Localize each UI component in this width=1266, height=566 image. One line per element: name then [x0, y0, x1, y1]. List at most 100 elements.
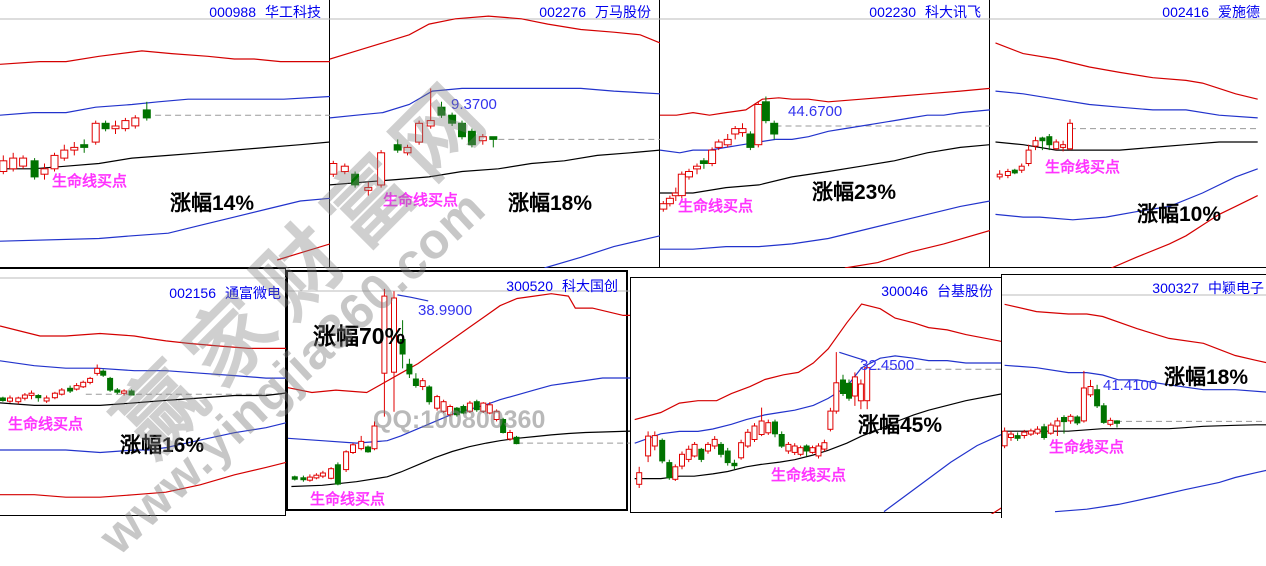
candlestick-plot: [0, 18, 330, 261]
candle-body: [330, 163, 338, 175]
band-line-bl: [995, 168, 1258, 221]
candle-body: [60, 149, 69, 159]
stock-name: 华工科技: [265, 4, 321, 20]
candle-body: [419, 380, 426, 387]
gain-label: 涨幅14%: [170, 192, 255, 215]
candle-body: [714, 141, 723, 148]
band-line-mid: [660, 144, 990, 194]
band-line-bp: [397, 294, 429, 302]
candle-body: [73, 385, 80, 390]
candle-body: [1021, 431, 1028, 437]
stock-code: 002416: [1162, 4, 1209, 20]
candle-body: [67, 387, 74, 392]
candle-body: [70, 146, 79, 151]
candle-body: [343, 451, 350, 471]
candle-body: [291, 476, 298, 480]
candle-body: [1046, 136, 1053, 146]
candle-body: [738, 128, 747, 134]
candle-body: [797, 447, 804, 455]
candle-body: [142, 109, 151, 119]
candle-body: [711, 438, 718, 447]
candle-body: [1074, 416, 1081, 424]
candle-body: [111, 125, 120, 130]
stock-name: 万马股份: [595, 4, 651, 20]
candlestick-plot: [660, 18, 990, 268]
stock-chart-panel-keda-guochuang: 300520 科大国创 涨幅70% 生命线买点 38.9900: [286, 270, 630, 511]
candle-body: [493, 410, 500, 421]
candle-body: [666, 462, 673, 479]
band-line-ru: [634, 303, 1003, 421]
candle-body: [358, 440, 365, 450]
candle-body: [1025, 149, 1032, 165]
band-line-ru: [995, 42, 1258, 100]
candle-body: [840, 379, 846, 394]
candle-body: [770, 122, 779, 135]
candle-body: [350, 444, 356, 454]
stock-name: 科大国创: [562, 278, 618, 294]
band-line-ru: [288, 293, 630, 394]
band-line-bu: [0, 360, 286, 379]
candle-body: [636, 472, 643, 485]
candle-body: [791, 445, 798, 453]
stock-title: 000988 华工科技: [209, 2, 321, 22]
stock-title: 002416 爱施德: [1162, 2, 1260, 22]
candle-body: [1027, 430, 1034, 435]
candle-body: [403, 146, 412, 154]
stock-chart-panel-taiji: 300046 台基股份 涨幅45% 生命线买点 32.4500: [630, 277, 1003, 514]
candle-body: [19, 157, 28, 167]
stock-code: 300327: [1152, 280, 1199, 296]
band-line-bl: [883, 433, 1003, 513]
band-line-bl: [1054, 469, 1266, 513]
price-label: 38.9900: [418, 302, 473, 319]
candle-body: [1047, 424, 1054, 434]
stock-chart-panel-tongfu: 002156 通富微电 涨幅16% 生命线买点: [0, 268, 286, 516]
gain-label: 涨幅18%: [508, 192, 593, 215]
candle-body: [381, 295, 388, 374]
price-label: 32.4500: [860, 357, 915, 374]
candle-body: [1034, 428, 1041, 434]
candle-body: [1039, 137, 1046, 142]
lifeline-buy-point-label: 生命线买点: [52, 173, 128, 190]
candle-body: [453, 407, 460, 416]
candle-body: [821, 442, 828, 450]
candle-body: [434, 396, 441, 409]
band-line-mid: [634, 393, 1003, 480]
candle-body: [364, 187, 373, 191]
candle-body: [306, 476, 313, 481]
candle-body: [1107, 419, 1114, 425]
candle-body: [778, 434, 785, 447]
stock-chart-panel-wanma: 002276 万马股份 涨幅18% 生命线买点 9.3700: [330, 0, 660, 268]
candle-body: [693, 165, 701, 170]
candle-body: [128, 390, 135, 396]
candle-body: [651, 435, 658, 447]
stock-title: 300046 台基股份: [881, 281, 993, 301]
candle-body: [758, 420, 765, 435]
candle-body: [833, 382, 840, 412]
candle-body: [677, 173, 686, 197]
candle-body: [313, 474, 320, 479]
band-line-mid: [0, 141, 330, 170]
candle-body: [1002, 430, 1008, 447]
stock-code: 300046: [881, 283, 928, 299]
candle-body: [864, 367, 871, 402]
candle-body: [672, 466, 679, 480]
candle-body: [340, 165, 349, 173]
candle-body: [121, 120, 130, 130]
candle-body: [415, 122, 424, 143]
candle-body: [685, 171, 693, 178]
price-label: 44.6700: [788, 103, 843, 120]
lifeline-buy-point-label: 生命线买点: [1049, 439, 1125, 456]
candle-body: [486, 404, 493, 414]
candle-body: [412, 378, 419, 386]
lifeline-buy-point-label: 生命线买点: [678, 198, 754, 215]
candle-body: [107, 377, 114, 391]
candle-body: [100, 370, 107, 376]
candle-body: [50, 154, 59, 170]
candle-body: [1067, 122, 1073, 150]
candle-body: [731, 462, 738, 467]
candle-body: [426, 386, 433, 403]
stock-name: 科大讯飞: [925, 4, 981, 20]
stock-chart-panel-aishide: 002416 爱施德 涨幅10% 生命线买点: [990, 0, 1266, 268]
stock-name: 中颖电子: [1208, 280, 1264, 296]
candle-body: [101, 122, 110, 130]
